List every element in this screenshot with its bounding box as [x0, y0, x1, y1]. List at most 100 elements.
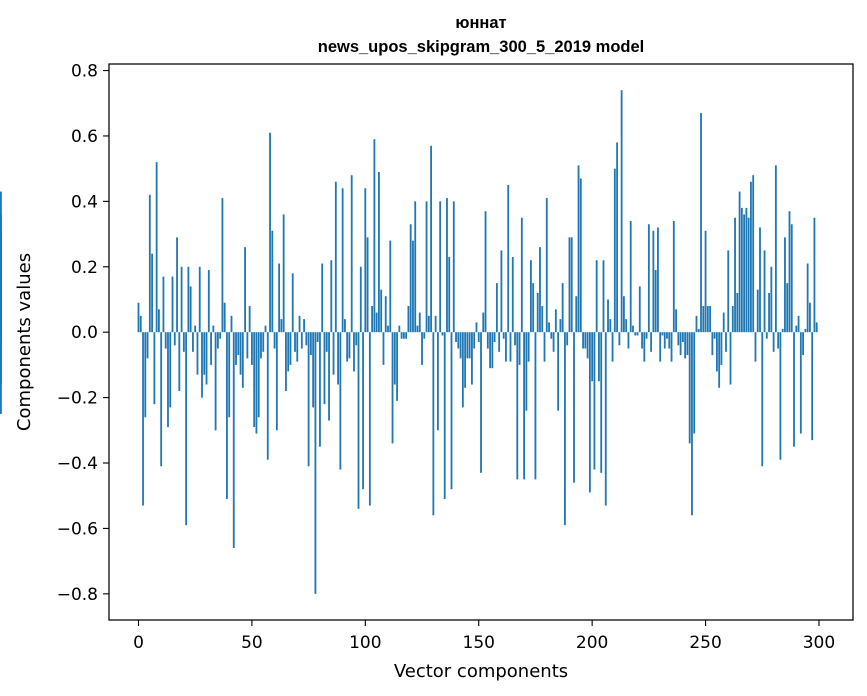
bar [396, 332, 398, 401]
bar [269, 132, 271, 333]
bar [607, 299, 609, 333]
bar [756, 289, 759, 333]
bar [573, 332, 575, 483]
bar [223, 302, 226, 333]
bar [659, 332, 662, 362]
bar [754, 332, 757, 362]
bar [389, 240, 392, 333]
bar [802, 332, 804, 356]
bar [700, 113, 702, 333]
chart-title-line-2: news_upos_skipgram_300_5_2019 model [318, 38, 645, 56]
bar [219, 332, 222, 339]
bar [285, 332, 287, 392]
bar [593, 332, 596, 470]
bar [520, 217, 523, 333]
bar [321, 263, 324, 333]
bar [559, 319, 562, 333]
y-tick-label: −0.8 [57, 585, 98, 605]
bar [797, 315, 800, 333]
bar [452, 201, 455, 333]
bar [214, 332, 217, 431]
bar [205, 332, 208, 385]
bar [765, 332, 768, 339]
bar [148, 194, 151, 333]
bar [139, 315, 142, 333]
bar [278, 263, 281, 333]
bar [246, 332, 249, 359]
x-axis-ticks: 0 50 100 150 200 250 300 [133, 620, 835, 653]
bar [221, 198, 224, 333]
bar [466, 332, 469, 359]
bar [788, 211, 791, 333]
bar [455, 332, 457, 342]
bar [459, 332, 462, 359]
bar [509, 332, 512, 362]
bar [391, 332, 394, 444]
bar [602, 260, 605, 333]
bar [743, 214, 746, 333]
bar [475, 322, 478, 333]
bar [160, 332, 163, 467]
bar [697, 328, 700, 333]
bar [786, 283, 789, 333]
bar [684, 332, 687, 359]
bar [439, 201, 442, 333]
bar [266, 332, 269, 460]
bar [418, 312, 421, 333]
bar [164, 332, 167, 349]
bar [729, 332, 732, 385]
bar [806, 263, 809, 333]
bar [180, 266, 183, 333]
bar [169, 332, 172, 408]
bar [777, 332, 780, 349]
bar [722, 312, 725, 333]
bar [400, 332, 403, 339]
bar [303, 319, 305, 333]
bar [716, 332, 718, 372]
bar [241, 332, 244, 388]
chart-title-line-1: юннат [455, 14, 506, 32]
plot-frame [108, 63, 854, 621]
bar [505, 332, 507, 362]
bar [146, 332, 149, 359]
bar [366, 237, 369, 333]
bar [654, 270, 657, 333]
bar [0, 214, 2, 333]
bar [312, 332, 315, 408]
y-tick-label: −0.6 [57, 519, 98, 539]
bar [523, 332, 525, 480]
bar [534, 332, 537, 480]
x-tick-label: 250 [689, 633, 721, 653]
bar [216, 332, 219, 349]
bar [464, 332, 467, 388]
bar [207, 270, 210, 333]
bar [262, 332, 265, 352]
bar [273, 332, 276, 349]
bar [194, 325, 197, 333]
bar [670, 332, 673, 362]
bar [752, 175, 755, 333]
bar [196, 332, 199, 375]
y-tick-label: −0.2 [57, 389, 98, 409]
bar [725, 332, 727, 352]
bar [443, 332, 446, 499]
bar [813, 217, 816, 333]
bar [618, 332, 621, 346]
bar [770, 266, 773, 333]
bar [511, 256, 514, 333]
bar [328, 332, 330, 421]
bar [688, 332, 691, 444]
x-axis-label: Vector components [394, 661, 568, 682]
bar [604, 332, 607, 506]
bar [480, 332, 482, 473]
y-tick-label: 0.4 [71, 192, 98, 212]
bar [212, 325, 215, 333]
bar [226, 332, 228, 499]
bar [237, 332, 240, 356]
bar [477, 332, 480, 342]
bar [727, 250, 730, 333]
bar [446, 198, 448, 333]
bar [182, 332, 185, 352]
bar [405, 332, 408, 339]
bar [471, 332, 473, 385]
